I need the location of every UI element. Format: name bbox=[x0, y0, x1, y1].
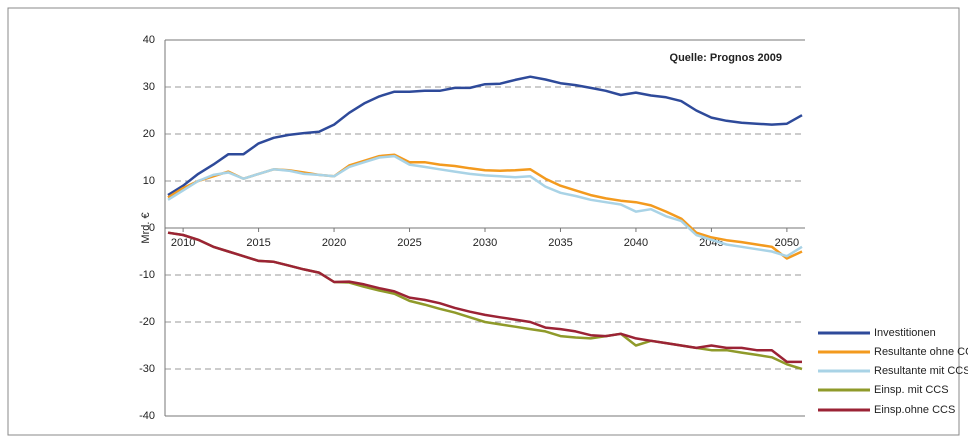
x-tick-label: 2045 bbox=[699, 237, 723, 249]
y-tick-label: -30 bbox=[139, 363, 155, 375]
y-tick-label: -20 bbox=[139, 316, 155, 328]
legend-label: Einsp.ohne CCS bbox=[874, 404, 955, 416]
y-tick-label: -10 bbox=[139, 269, 155, 281]
x-tick-label: 2035 bbox=[548, 237, 572, 249]
x-tick-label: 2010 bbox=[171, 237, 195, 249]
legend-label: Resultante mit CCS bbox=[874, 365, 968, 377]
x-tick-label: 2030 bbox=[473, 237, 497, 249]
legend-label: Einsp. mit CCS bbox=[874, 384, 949, 396]
y-tick-label: 20 bbox=[143, 128, 155, 140]
legend-label: Investitionen bbox=[874, 327, 936, 339]
y-axis-label: Mrd. € bbox=[140, 212, 152, 243]
series-line bbox=[167, 231, 802, 364]
frame bbox=[7, 7, 960, 436]
y-tick-label: 10 bbox=[143, 175, 155, 187]
y-tick-label: 30 bbox=[143, 81, 155, 93]
y-tick-label: -40 bbox=[139, 410, 155, 422]
x-tick-label: 2040 bbox=[624, 237, 648, 249]
annotation: Quelle: Prognos 2009 bbox=[670, 52, 782, 64]
series-line bbox=[167, 154, 803, 258]
series-line bbox=[167, 75, 803, 197]
y-tick-label: 40 bbox=[143, 34, 155, 46]
x-tick-label: 2050 bbox=[775, 237, 799, 249]
x-tick-label: 2025 bbox=[397, 237, 421, 249]
legend-label: Resultante ohne CCS bbox=[874, 346, 968, 358]
x-tick-label: 2015 bbox=[246, 237, 270, 249]
y-tick-label: 0 bbox=[149, 222, 155, 234]
x-tick-label: 2020 bbox=[322, 237, 346, 249]
